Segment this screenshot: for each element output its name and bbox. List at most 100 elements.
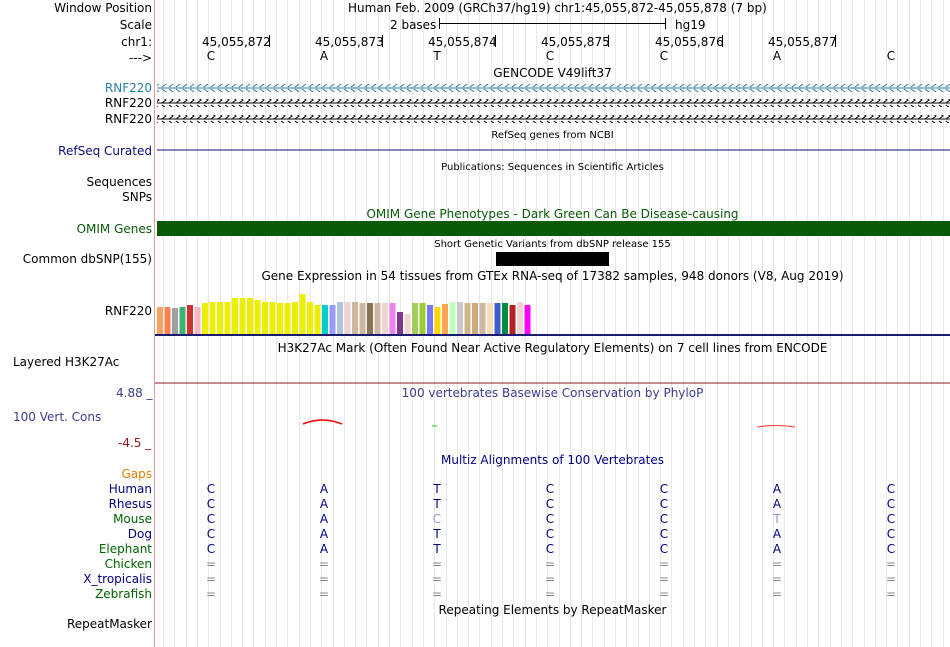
reference-base: C [545, 49, 555, 63]
multiz-base: A [319, 497, 329, 511]
omim-label[interactable]: OMIM Genes [76, 222, 152, 236]
gtex-tissue-bar[interactable] [329, 305, 336, 334]
multiz-base: = [885, 572, 897, 586]
gridline [694, 0, 695, 647]
gtex-tissue-bar[interactable] [472, 303, 478, 334]
multiz-species-label[interactable]: Rhesus [108, 497, 152, 511]
dbsnp-label[interactable]: Common dbSNP(155) [22, 252, 152, 266]
gtex-tissue-bar[interactable] [419, 303, 426, 334]
multiz-base: C [206, 512, 216, 526]
gtex-tissue-bar[interactable] [292, 302, 298, 334]
ruler-position: 45,055,874 [428, 35, 497, 49]
gtex-tissue-bar[interactable] [517, 302, 523, 334]
gtex-tissue-bar[interactable] [344, 302, 351, 334]
gtex-tissue-bar[interactable] [314, 305, 321, 334]
gtex-tissue-bar[interactable] [172, 308, 178, 334]
multiz-species-label[interactable]: Dog [127, 527, 152, 541]
gtex-tissue-bar[interactable] [457, 302, 463, 334]
gencode-label-3[interactable]: RNF220 [104, 112, 152, 126]
gtex-tissue-bar[interactable] [209, 302, 216, 334]
gtex-tissue-bar[interactable] [179, 307, 186, 334]
gtex-tissue-bar[interactable] [247, 298, 253, 334]
gridline [660, 0, 661, 647]
publications-label-snps[interactable]: SNPs [122, 190, 152, 204]
gtex-tissue-bar[interactable] [157, 307, 163, 334]
gtex-tissue-bar[interactable] [502, 303, 508, 334]
ruler-tick [269, 35, 270, 47]
gtex-tissue-bar[interactable] [487, 303, 493, 334]
gtex-tissue-bar[interactable] [337, 302, 343, 334]
gtex-tissue-bar[interactable] [479, 303, 486, 334]
gtex-tissue-bar[interactable] [442, 304, 448, 334]
gtex-tissue-bar[interactable] [374, 303, 381, 334]
gtex-tissue-bar[interactable] [232, 298, 238, 334]
gtex-tissue-bar[interactable] [307, 302, 313, 334]
gtex-tissue-bar[interactable] [367, 303, 373, 334]
h3k27ac-label[interactable]: Layered H3K27Ac [13, 355, 120, 369]
gtex-tissue-bar[interactable] [284, 303, 291, 334]
gridline [604, 0, 605, 647]
multiz-species-label[interactable]: Elephant [98, 542, 152, 556]
gridline [717, 0, 718, 647]
gencode-transcript-1[interactable] [157, 84, 950, 92]
gtex-tissue-bar[interactable] [269, 302, 276, 334]
publications-label-sequences[interactable]: Sequences [86, 175, 152, 189]
multiz-species-label[interactable]: Mouse [113, 512, 152, 526]
gtex-tissue-bar[interactable] [299, 294, 306, 334]
gridline [931, 0, 932, 647]
gencode-transcript-2[interactable] [157, 99, 950, 107]
gtex-tissue-bar[interactable] [494, 303, 501, 334]
gtex-tissue-bar[interactable] [434, 307, 441, 334]
gtex-tissue-bar[interactable] [194, 307, 201, 334]
gtex-tissue-bar[interactable] [164, 307, 171, 334]
gtex-tissue-bar[interactable] [382, 303, 388, 334]
multiz-species-label[interactable]: Zebrafish [95, 587, 152, 601]
multiz-base: C [545, 542, 555, 556]
gtex-tissue-bar[interactable] [224, 302, 231, 334]
gtex-tissue-bar[interactable] [187, 305, 193, 334]
multiz-base: C [545, 527, 555, 541]
gtex-tissue-bar[interactable] [202, 303, 208, 334]
gridline [231, 0, 232, 647]
gtex-tissue-bar[interactable] [524, 305, 531, 334]
gtex-tissue-bar[interactable] [509, 305, 516, 334]
omim-gene-bar[interactable] [157, 221, 950, 236]
gtex-tissue-bar[interactable] [277, 303, 283, 334]
gtex-tissue-bar[interactable] [464, 303, 471, 334]
window-position-text[interactable]: Human Feb. 2009 (GRCh37/hg19) chr1:45,05… [348, 1, 767, 15]
gtex-tissue-bar[interactable] [217, 302, 223, 334]
gtex-tissue-bar[interactable] [352, 302, 358, 334]
reference-base: C [206, 49, 216, 63]
gtex-label[interactable]: RNF220 [104, 304, 152, 318]
gtex-tissue-bar[interactable] [359, 303, 366, 334]
gencode-label-2[interactable]: RNF220 [104, 96, 152, 110]
phylop-label[interactable]: 100 Vert. Cons [13, 410, 102, 424]
reference-base: C [659, 49, 669, 63]
gencode-transcript-3[interactable] [157, 115, 950, 123]
gtex-tissue-bar[interactable] [427, 305, 433, 334]
multiz-base: A [319, 542, 329, 556]
gridline [796, 0, 797, 647]
multiz-species-label[interactable]: Chicken [104, 557, 152, 571]
gridline [321, 0, 322, 647]
dbsnp-variant[interactable] [496, 252, 609, 266]
gtex-tissue-bar[interactable] [239, 298, 246, 334]
gencode-label-1[interactable]: RNF220 [104, 81, 152, 95]
gtex-tissue-bar[interactable] [322, 305, 328, 334]
gtex-tissue-bar[interactable] [262, 302, 268, 334]
multiz-species-label[interactable]: Human [108, 482, 152, 496]
gtex-tissue-bar[interactable] [412, 303, 418, 334]
repeatmasker-label[interactable]: RepeatMasker [66, 617, 152, 631]
gridline [536, 0, 537, 647]
gtex-tissue-bar[interactable] [404, 314, 411, 334]
gridline [830, 0, 831, 647]
gtex-tissue-bar[interactable] [449, 302, 456, 334]
gencode-title: GENCODE V49lift37 [493, 66, 612, 80]
gtex-tissue-bar[interactable] [397, 312, 403, 334]
gtex-tissue-bar[interactable] [389, 303, 396, 334]
multiz-base: = [431, 587, 443, 601]
multiz-species-label[interactable]: X_tropicalis [83, 572, 152, 586]
gtex-tissue-bar[interactable] [254, 300, 261, 334]
refseq-label[interactable]: RefSeq Curated [58, 144, 152, 158]
gridline [253, 0, 254, 647]
